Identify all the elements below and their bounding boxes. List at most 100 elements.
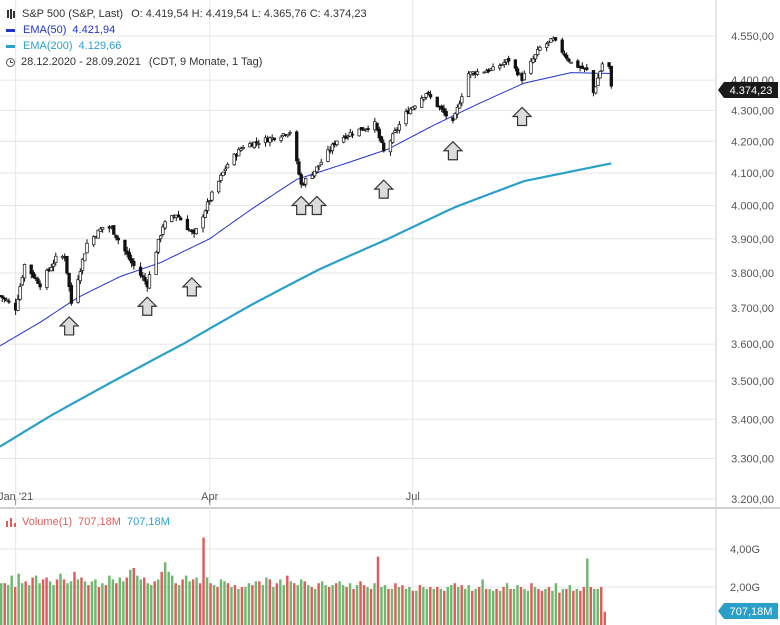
candle-body [232, 153, 236, 166]
volume-bar [429, 587, 432, 625]
last-volume-badge: 707,18M [718, 603, 778, 619]
candle-body [375, 122, 379, 131]
volume-bar [24, 581, 27, 625]
volume-bar [6, 585, 10, 625]
volume-value-red: 707,18M [78, 516, 121, 528]
volume-bar [488, 588, 491, 625]
candle-body [92, 236, 96, 246]
candle-body [96, 229, 100, 239]
volume-bar [73, 571, 76, 625]
candle-body [163, 221, 167, 229]
candle-body [51, 263, 56, 267]
candle-body [440, 105, 444, 110]
candle-body [154, 251, 158, 275]
volume-bar [596, 588, 599, 625]
volume-bar [523, 588, 526, 625]
candle-body [123, 239, 127, 252]
candle-body [596, 77, 600, 87]
ema200-value: 4.129,66 [78, 40, 122, 52]
volume-bar [530, 583, 533, 625]
ema200-line [0, 162, 612, 448]
candle-body [549, 38, 553, 43]
volume-bar [495, 588, 498, 625]
volume-bar [286, 575, 289, 625]
volume-bar [544, 588, 547, 625]
ema50-layer [0, 72, 612, 347]
candle-body [457, 103, 462, 109]
candle-body [80, 258, 85, 271]
candle-body [444, 111, 448, 117]
candle-body [565, 54, 569, 59]
volume-bar [31, 577, 34, 625]
volume-bar [198, 583, 202, 625]
legend-period-row: 28.12.2020 - 28.09.2021 (CDT, 9 Monate, … [6, 54, 367, 70]
volume-bar [272, 587, 275, 625]
candle-body [341, 137, 346, 143]
volume-bar [540, 590, 544, 625]
candle-body [299, 174, 303, 185]
volume-bar [408, 587, 411, 625]
candle-body [252, 141, 256, 148]
instrument-name: S&P 500 (S&P, Last) [22, 8, 124, 20]
volume-bar [10, 575, 13, 625]
volume-bar [303, 581, 306, 625]
price-tick-label: 3.700,00 [731, 303, 774, 315]
candle-body [156, 238, 161, 253]
volume-bar [122, 581, 125, 625]
volume-legend[interactable]: Volume(1) 707,18M 707,18M [6, 516, 170, 528]
ema200-swatch [6, 44, 15, 48]
candle-body [223, 168, 227, 172]
candle-body [132, 260, 136, 267]
volume-bar [265, 577, 268, 625]
candle-body [335, 140, 339, 145]
volume-bar [223, 581, 226, 625]
volume-bar [589, 587, 592, 625]
volume-value-green: 707,18M [126, 516, 170, 528]
volume-bar [150, 585, 153, 625]
volume-bar [20, 583, 24, 625]
volume-bar [170, 575, 174, 625]
candle-body [393, 130, 397, 133]
volume-bar [373, 583, 376, 625]
volume-bar [240, 587, 244, 625]
candles-layer [0, 36, 613, 315]
candle-body [201, 216, 205, 229]
volume-bar [160, 571, 163, 625]
candle-body [388, 140, 393, 153]
candle-body [607, 62, 611, 67]
volume-bar [456, 587, 460, 625]
volume-bar [209, 583, 212, 625]
volume-bar [118, 577, 122, 625]
candle-body [45, 270, 49, 288]
candle-body [455, 106, 460, 115]
volume-bar [418, 585, 422, 625]
volume-bar [27, 585, 31, 625]
candle-body [5, 299, 9, 302]
volume-bar [509, 588, 512, 625]
candle-body [377, 128, 381, 139]
volume-bar [491, 590, 495, 625]
up-arrow-icon [442, 140, 464, 161]
candle-body [54, 255, 58, 263]
volume-bar [439, 588, 442, 625]
candle-body [576, 60, 580, 68]
volume-bar [83, 581, 87, 625]
candle-body [426, 91, 431, 94]
candle-body [522, 72, 526, 81]
volume-bar [76, 579, 80, 625]
volume-bar [422, 587, 425, 625]
price-tick-label: 3.900,00 [731, 234, 774, 246]
volume-bar [498, 590, 502, 625]
legend-ema200-row[interactable]: EMA(200) 4.129,66 [6, 38, 367, 54]
price-tick-label: 3.600,00 [731, 339, 774, 351]
volume-bar [397, 587, 401, 625]
volume-bar [48, 581, 52, 625]
legend-ema50-row[interactable]: EMA(50) 4.421,94 [6, 22, 367, 38]
volume-bar [313, 588, 317, 625]
volume-bar [188, 581, 191, 625]
volume-bar [470, 590, 474, 625]
candle-body [598, 71, 602, 79]
volume-bar [516, 585, 519, 625]
candle-body [29, 264, 33, 275]
candle-body [237, 148, 241, 157]
